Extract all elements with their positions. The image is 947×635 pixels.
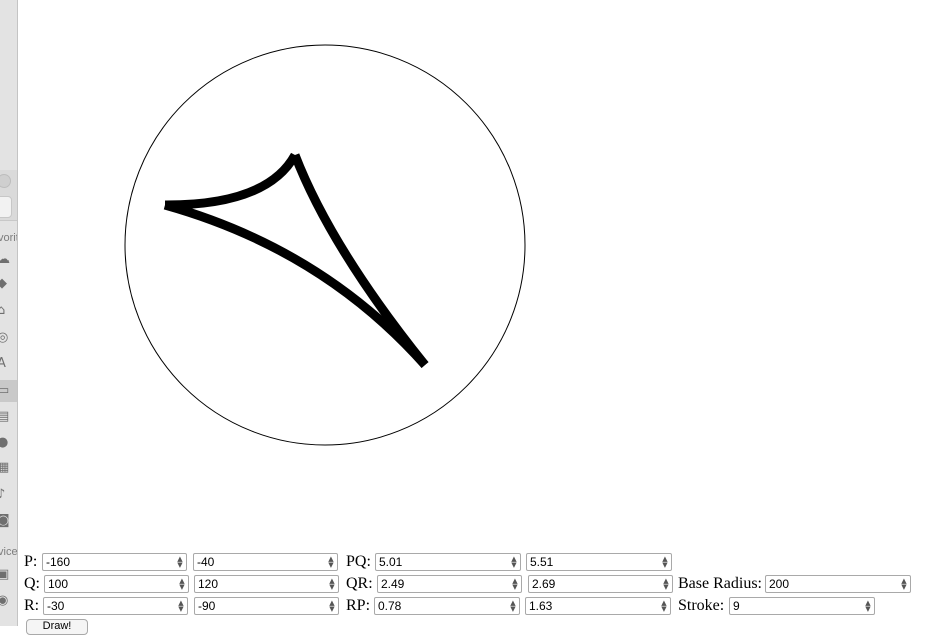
stroke-label: Stroke: — [678, 597, 725, 614]
base-radius-input[interactable]: 200 ▲ ▼ — [765, 575, 911, 593]
arc-qr — [290, 153, 429, 368]
base-radius-label: Base Radius: — [678, 575, 762, 592]
r-x-input[interactable]: -30 ▲ ▼ — [43, 597, 188, 615]
p-label: P: — [24, 553, 38, 570]
base-circle — [124, 44, 526, 446]
rp-start-input[interactable]: 0.78 ▲ ▼ — [374, 597, 520, 615]
finder-view-toggle[interactable] — [0, 196, 12, 218]
home-icon[interactable]: ⌂ — [0, 304, 11, 318]
movies-icon[interactable]: ▦ — [0, 461, 11, 475]
applications-icon[interactable]: A — [0, 357, 11, 371]
stepper-icon[interactable]: ▲ ▼ — [661, 599, 667, 613]
music-icon[interactable]: ♪ — [0, 488, 11, 502]
qr-start-input[interactable]: 2.49 ▲ ▼ — [377, 575, 522, 593]
stepper-icon[interactable]: ▲ ▼ — [329, 577, 335, 591]
window-close-button[interactable] — [0, 174, 11, 188]
sidebar-selected-row — [0, 380, 17, 402]
rp-label: RP: — [346, 597, 371, 614]
q-label: Q: — [24, 575, 40, 592]
documents-icon[interactable]: ▤ — [0, 410, 11, 424]
stepper-icon[interactable]: ▲ ▼ — [179, 577, 185, 591]
stepper-icon[interactable]: ▲ ▼ — [328, 555, 334, 569]
airdrop-icon[interactable]: ◎ — [0, 331, 11, 345]
qr-end-input[interactable]: 2.69 ▲ ▼ — [528, 575, 673, 593]
sidebar-devices-heading: vice — [0, 546, 18, 558]
stepper-icon[interactable]: ▲ ▼ — [865, 599, 871, 613]
pictures-icon[interactable]: ◙ — [0, 514, 11, 528]
stepper-icon[interactable]: ▲ ▼ — [512, 577, 518, 591]
pq-end-input[interactable]: 5.51 ▲ ▼ — [526, 553, 672, 571]
downloads-icon[interactable]: ● — [0, 436, 11, 450]
stepper-icon[interactable]: ▲ ▼ — [511, 555, 517, 569]
cloud-icon[interactable]: ☁ — [0, 253, 11, 267]
r-label: R: — [24, 597, 40, 614]
remote-disc-icon[interactable]: ◉ — [0, 594, 11, 608]
stepper-icon[interactable]: ▲ ▼ — [663, 577, 669, 591]
stepper-icon[interactable]: ▲ ▼ — [177, 555, 183, 569]
background-finder-window: vorit ☁ ◆ ⌂ ◎ A ▭ ▤ ● ▦ ♪ ◙ vice ▣ ◉ — [0, 0, 18, 626]
qr-label: QR: — [346, 575, 373, 592]
arc-pq — [163, 200, 429, 368]
r-y-input[interactable]: -90 ▲ ▼ — [194, 597, 339, 615]
arc-rp — [164, 152, 299, 210]
stepper-icon[interactable]: ▲ ▼ — [178, 599, 184, 613]
disk-icon[interactable]: ▣ — [0, 568, 11, 582]
dropbox-icon[interactable]: ◆ — [0, 277, 11, 291]
rp-end-input[interactable]: 1.63 ▲ ▼ — [525, 597, 671, 615]
stepper-icon[interactable]: ▲ ▼ — [329, 599, 335, 613]
desktop-icon[interactable]: ▭ — [0, 384, 11, 398]
stepper-icon[interactable]: ▲ ▼ — [901, 577, 907, 591]
stepper-icon[interactable]: ▲ ▼ — [510, 599, 516, 613]
pq-label: PQ: — [346, 553, 371, 570]
stroke-input[interactable]: 9 ▲ ▼ — [729, 597, 875, 615]
draw-button[interactable]: Draw! — [26, 619, 88, 635]
q-x-input[interactable]: 100 ▲ ▼ — [44, 575, 189, 593]
pq-start-input[interactable]: 5.01 ▲ ▼ — [375, 553, 521, 571]
p-y-input[interactable]: -40 ▲ ▼ — [193, 553, 338, 571]
p-x-input[interactable]: -160 ▲ ▼ — [42, 553, 187, 571]
sidebar-favorites-heading: vorit — [0, 232, 18, 244]
stepper-icon[interactable]: ▲ ▼ — [662, 555, 668, 569]
q-y-input[interactable]: 120 ▲ ▼ — [194, 575, 339, 593]
drawing-canvas — [124, 44, 526, 446]
